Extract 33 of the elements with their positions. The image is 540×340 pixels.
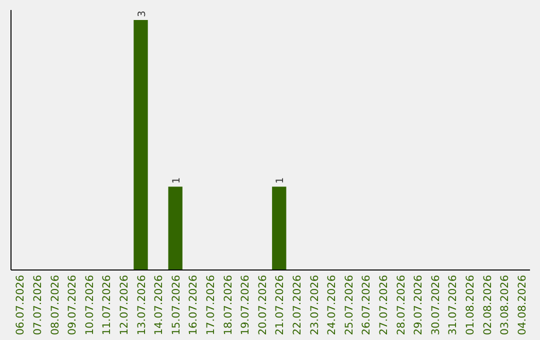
x-tick-label: 23.07.2026 <box>308 274 321 336</box>
x-tick-label: 12.07.2026 <box>118 274 130 336</box>
x-tick-label: 16.07.2026 <box>188 274 200 336</box>
x-tick-label: 10.07.2026 <box>84 274 96 336</box>
x-tick-label: 02.08.2026 <box>482 274 494 336</box>
data-label: 1 <box>275 177 286 184</box>
x-tick-label: 28.07.2026 <box>395 274 408 336</box>
x-tick-label: 24.07.2026 <box>326 274 338 336</box>
x-tick-label: 07.07.2026 <box>32 274 44 336</box>
x-tick-label: 17.07.2026 <box>204 274 217 336</box>
x-tick-label: 06.07.2026 <box>14 274 27 336</box>
x-tick-label: 11.07.2026 <box>101 274 114 336</box>
x-tick-label: 13.07.2026 <box>136 274 148 336</box>
x-tick-label: 21.07.2026 <box>274 274 286 336</box>
x-tick-label: 08.07.2026 <box>49 274 62 336</box>
x-tick-label: 03.08.2026 <box>499 274 512 336</box>
x-tick-label: 14.07.2026 <box>153 274 166 336</box>
x-tick-label: 04.08.2026 <box>516 274 528 336</box>
x-tick-label: 19.07.2026 <box>240 274 252 336</box>
x-tick-label: 29.07.2026 <box>412 274 425 336</box>
x-tick-label: 25.07.2026 <box>343 274 356 336</box>
x-tick-label: 01.08.2026 <box>464 274 476 336</box>
x-tick-label: 20.07.2026 <box>256 274 269 336</box>
x-tick-label: 26.07.2026 <box>360 274 373 336</box>
data-label: 3 <box>136 10 148 17</box>
x-tick-label: 30.07.2026 <box>430 274 442 336</box>
x-tick-label: 09.07.2026 <box>66 274 79 336</box>
x-tick-label: 18.07.2026 <box>222 274 234 336</box>
data-label: 1 <box>171 177 182 184</box>
x-tick-label: 15.07.2026 <box>170 274 182 336</box>
x-tick-label: 27.07.2026 <box>378 274 390 336</box>
x-tick-label: 22.07.2026 <box>291 274 304 336</box>
x-tick-label: 31.07.2026 <box>447 274 460 336</box>
